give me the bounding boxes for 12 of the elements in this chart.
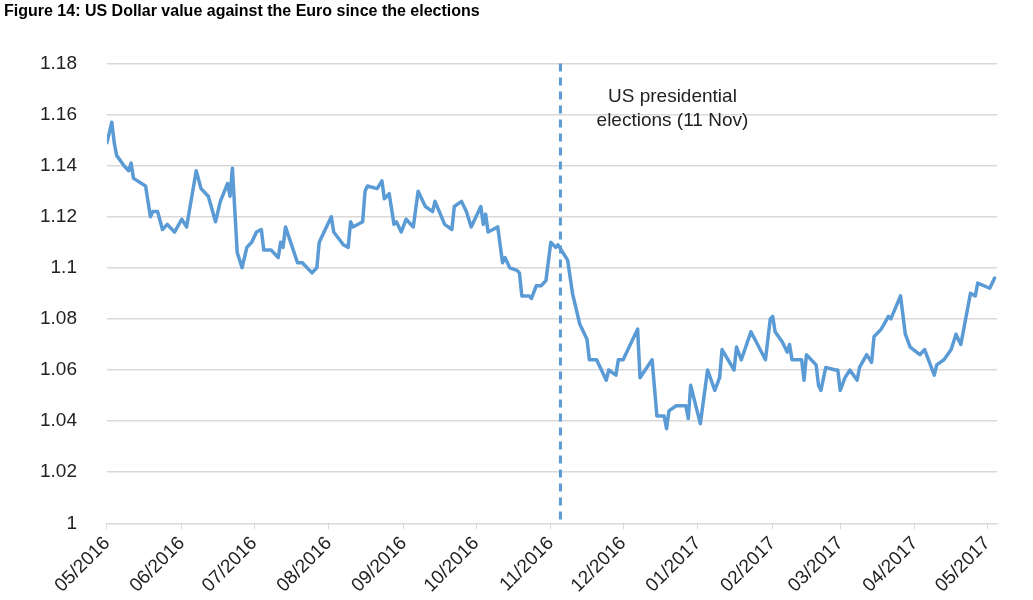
y-tick-label: 1.1	[50, 256, 77, 278]
ref-line-label: US presidential elections (11 Nov)	[596, 85, 749, 131]
y-tick-label: 1	[66, 511, 77, 533]
y-tick-label: 1.04	[40, 409, 78, 431]
chart-title: Figure 14: US Dollar value against the Euro since the elections	[3, 1, 481, 21]
y-tick-label: 1.08	[40, 307, 77, 329]
y-tick-label: 1.06	[40, 358, 77, 380]
y-tick-label: 1.12	[40, 204, 77, 226]
y-tick-label: 1.14	[40, 153, 78, 175]
y-tick-label: 1.18	[40, 51, 77, 73]
y-tick-label: 1.02	[40, 460, 77, 482]
y-tick-label: 1.16	[40, 102, 77, 124]
